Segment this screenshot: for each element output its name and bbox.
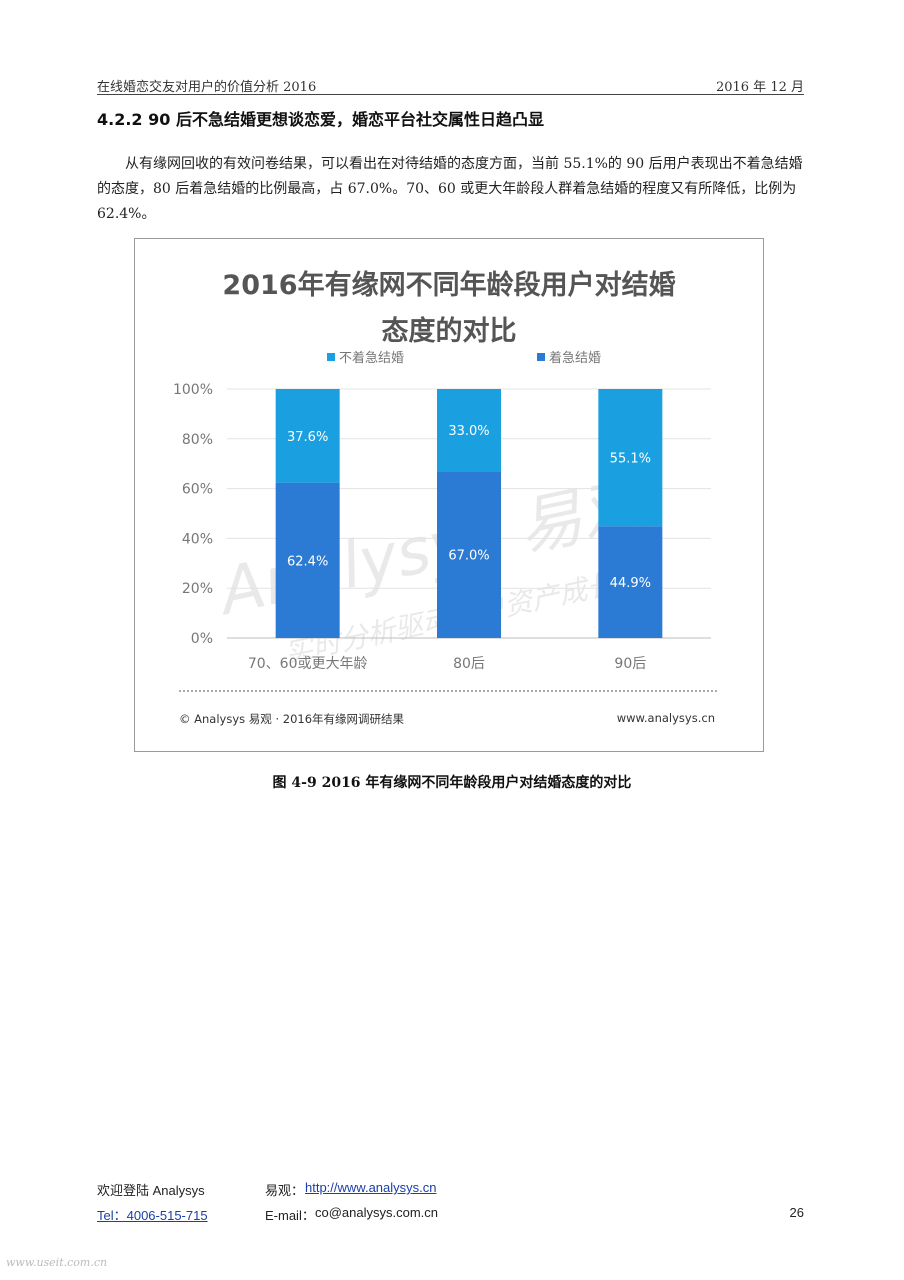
y-tick-label: 80% — [182, 432, 213, 448]
chart-title-line1: 2016年有缘网不同年龄段用户对结婚 — [222, 270, 676, 301]
legend-not-urgent: 不着急结婚 — [327, 347, 404, 366]
legend-label-urgent: 着急结婚 — [549, 351, 602, 366]
y-tick-label: 40% — [182, 531, 213, 547]
bar-value-label: 37.6% — [287, 430, 328, 445]
footer-yiguan-label: 易观： — [265, 1183, 305, 1198]
header-title: 在线婚恋交友对用户的价值分析 2016 — [97, 80, 317, 95]
chart-bars — [275, 389, 663, 638]
bar-value-label: 62.4% — [287, 554, 328, 569]
legend-swatch-not-urgent — [327, 352, 335, 361]
footer-yiguan-link[interactable]: http://www.analysys.cn — [305, 1180, 437, 1195]
chart-source-url[interactable]: www.analysys.cn — [616, 711, 715, 725]
body-paragraph: 从有缘网回收的有效问卷结果，可以看出在对待结婚的态度方面，当前 55.1%的 9… — [97, 156, 803, 222]
legend-swatch-urgent — [537, 352, 545, 361]
footer-tel[interactable]: Tel：4006-515-715 — [97, 1208, 208, 1223]
bar-segment — [437, 389, 501, 472]
bar-segment — [275, 482, 340, 638]
bar-segment — [598, 389, 663, 527]
page-number: 26 — [789, 1205, 804, 1220]
stacked-bar-chart: Analysys 易观 实时分析驱动用户资产成长 0%20%40%60%80%1… — [173, 382, 719, 692]
bar-value-label: 55.1% — [610, 452, 651, 467]
page-header: 在线婚恋交友对用户的价值分析 2016 2016 年 12 月 — [97, 74, 804, 95]
legend-label-not-urgent: 不着急结婚 — [339, 351, 405, 366]
bar-segment — [275, 389, 340, 483]
legend-urgent: 着急结婚 — [537, 347, 601, 366]
header-date: 2016 年 12 月 — [715, 80, 804, 95]
x-category-label: 70、60或更大年龄 — [248, 656, 368, 672]
bar-value-label: 33.0% — [448, 424, 489, 439]
bar-segment — [437, 471, 501, 638]
bar-segment — [598, 526, 663, 638]
figure-caption: 图 4-9 2016 年有缘网不同年龄段用户对结婚态度的对比 — [272, 775, 632, 791]
section-heading: 4.2.2 90 后不急结婚更想谈恋爱，婚恋平台社交属性日趋凸显 — [97, 110, 544, 129]
figure-frame: 2016年有缘网不同年龄段用户对结婚 态度的对比 不着急结婚 着急结婚 Anal… — [134, 238, 764, 752]
y-tick-label: 60% — [182, 482, 213, 498]
x-category-label: 90后 — [614, 656, 646, 672]
y-tick-label: 0% — [191, 631, 213, 647]
y-tick-label: 100% — [173, 382, 213, 398]
site-watermark: www.useit.com.cn — [6, 1256, 108, 1269]
footer-email-label: E-mail： — [265, 1208, 315, 1223]
bar-value-label: 67.0% — [448, 549, 489, 564]
bar-value-label: 44.9% — [610, 576, 651, 591]
chart-labels: 0% 20% 40% 60% 80% 100% 62.4% 37.6% 70、60或更大年龄 67… — [173, 382, 651, 672]
chart-source: © Analysys 易观 · 2016年有缘网调研结果 — [179, 712, 405, 726]
chart-title-line2: 态度的对比 — [381, 316, 517, 347]
footer-email[interactable]: co@analysys.com.cn — [315, 1205, 439, 1220]
footer-welcome: 欢迎登陆 Analysys — [97, 1183, 205, 1198]
y-tick-label: 20% — [182, 581, 213, 597]
x-category-label: 80后 — [453, 656, 485, 672]
